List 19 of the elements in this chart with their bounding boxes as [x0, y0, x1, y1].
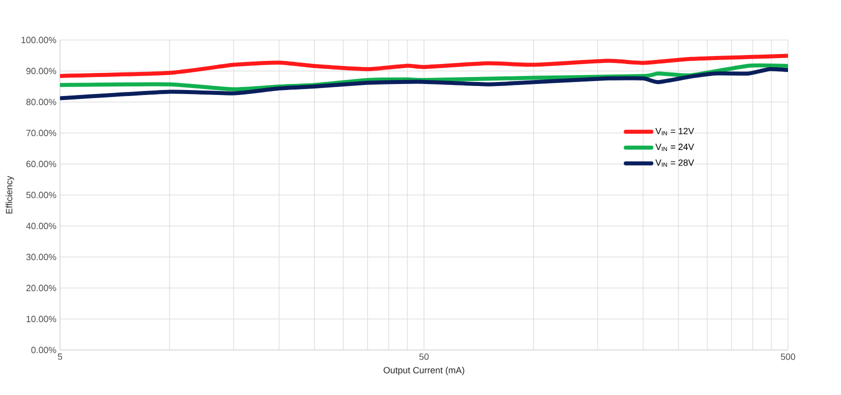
legend-label: V$_{IN}$ = 12V: [655, 128, 694, 136]
y-tick-label: 60.00%: [26, 160, 56, 168]
legend-label: V$_{IN}$ = 24V: [655, 144, 694, 151]
x-tick-label: 5: [58, 354, 62, 360]
y-tick-label: 70.00%: [26, 130, 56, 136]
y-axis-title: Efficiency: [6, 176, 14, 214]
y-tick-label: 50.00%: [26, 192, 56, 198]
x-axis-title: Output Current (mA): [384, 366, 464, 376]
y-tick-label: 100.00%: [22, 36, 56, 44]
y-tick-label: 40.00%: [26, 222, 56, 230]
y-tick-label: 80.00%: [26, 98, 56, 106]
y-tick-label: 20.00%: [26, 284, 56, 292]
legend-label: V$_{IN}$ = 28V: [655, 159, 694, 167]
y-tick-label: 30.00%: [26, 254, 56, 260]
y-tick-label: 90.00%: [26, 68, 56, 74]
y-tick-label: 10.00%: [26, 316, 56, 322]
x-tick-label: 50: [419, 354, 429, 360]
x-tick-label: 500: [780, 354, 796, 360]
y-tick-label: 0.00%: [31, 346, 56, 354]
